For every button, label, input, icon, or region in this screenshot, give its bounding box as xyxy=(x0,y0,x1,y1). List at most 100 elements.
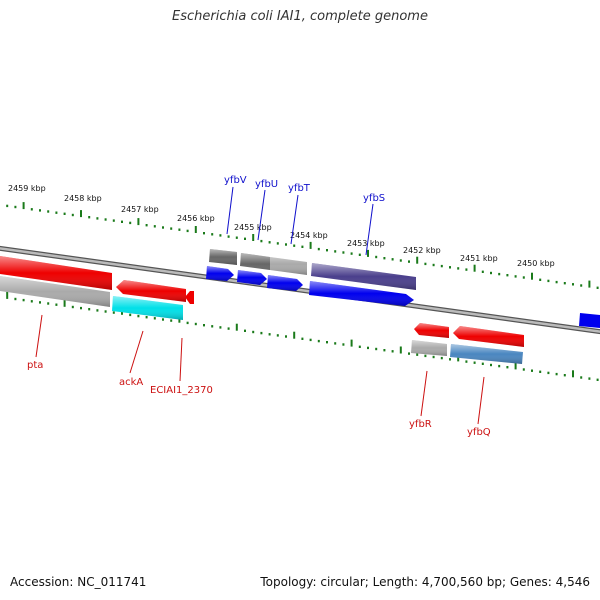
scale-tick xyxy=(367,346,369,350)
scale-tick xyxy=(153,317,156,320)
gene-labels: yfbV yfbU yfbT yfbS pta ackA ECIAI1_2370… xyxy=(27,175,491,438)
scale-tick xyxy=(399,346,402,354)
scale-tick xyxy=(588,377,591,380)
scale-tick xyxy=(203,232,205,235)
scale-tick xyxy=(96,309,99,312)
gene-feature-forward[interactable] xyxy=(579,313,600,328)
scale-tick xyxy=(22,202,25,210)
scale-tick xyxy=(498,364,501,368)
scale-tick xyxy=(6,291,9,299)
scale-tick xyxy=(531,272,533,280)
scale-tick xyxy=(547,279,550,283)
gene-leader-lines xyxy=(35,186,485,425)
scale-tick xyxy=(252,234,255,241)
scale-tick xyxy=(539,370,542,373)
gene-ECIAI1_2370[interactable] xyxy=(185,291,194,304)
scale-tick xyxy=(572,370,574,378)
scale-tick xyxy=(424,354,427,358)
scale-tick xyxy=(268,333,271,336)
label-yfbT[interactable]: yfbT xyxy=(288,183,311,194)
label-yfbU[interactable]: yfbU xyxy=(255,179,278,190)
label-yfbS[interactable]: yfbS xyxy=(363,193,385,204)
scale-tick xyxy=(506,274,509,277)
scale-tick xyxy=(194,226,197,233)
scale-tick xyxy=(293,331,296,339)
scale-tick xyxy=(375,255,378,259)
scale-tick xyxy=(194,322,197,326)
scale-tick xyxy=(96,217,99,220)
scale-tick xyxy=(227,327,230,330)
scale-tick xyxy=(153,225,156,228)
scale-tick xyxy=(219,234,222,237)
label-pta[interactable]: pta xyxy=(27,360,43,371)
scale-tick xyxy=(358,345,361,348)
genome-backbone xyxy=(0,245,600,335)
forward-features[interactable] xyxy=(206,266,600,328)
scale-tick xyxy=(416,353,419,356)
scale-tick xyxy=(309,241,312,249)
scale-tick xyxy=(63,299,66,307)
scale-tick xyxy=(342,343,345,346)
scale-tick xyxy=(383,257,386,260)
scale-tick xyxy=(6,204,9,208)
scale-tick xyxy=(334,342,337,345)
scale-ticks-outer xyxy=(6,202,599,289)
scale-tick xyxy=(326,249,328,252)
scale-tick xyxy=(30,208,33,211)
scale-tick xyxy=(596,378,599,381)
scale-label: 2458 kbp xyxy=(64,194,102,203)
scale-tick xyxy=(358,253,361,256)
scale-label: 2452 kbp xyxy=(403,246,441,255)
scale-tick xyxy=(514,362,517,370)
label-ECIAI1_2370[interactable]: ECIAI1_2370 xyxy=(150,385,213,396)
scale-tick xyxy=(260,331,263,335)
scale-tick xyxy=(514,275,517,278)
label-yfbQ[interactable]: yfbQ xyxy=(467,427,491,438)
scale-tick xyxy=(317,247,320,251)
scale-tick xyxy=(121,220,123,223)
scale-tick xyxy=(80,210,82,218)
scale-tick xyxy=(317,339,320,343)
scale-tick xyxy=(137,218,140,226)
label-yfbV[interactable]: yfbV xyxy=(224,175,247,186)
scale-tick xyxy=(588,280,591,288)
scale-tick xyxy=(465,360,468,363)
scale-tick xyxy=(104,218,107,221)
scale-tick xyxy=(481,362,484,365)
scale-tick xyxy=(457,354,460,362)
label-yfbR[interactable]: yfbR xyxy=(409,419,432,430)
scale-tick xyxy=(539,278,542,281)
scale-tick xyxy=(490,271,492,275)
scale-tick xyxy=(276,242,279,245)
scale-tick xyxy=(391,258,394,261)
scale-tick xyxy=(260,239,263,243)
scale-tick xyxy=(408,260,410,263)
scale-labels: 2459 kbp 2458 kbp 2457 kbp 2456 kbp 2455 kbp… xyxy=(8,184,555,268)
scale-tick xyxy=(219,326,222,329)
scale-tick xyxy=(416,256,419,264)
map-title: Escherichia coli IAI1, complete genome xyxy=(172,9,428,24)
scale-tick xyxy=(227,235,230,238)
scale-tick xyxy=(186,321,189,325)
reverse-features[interactable] xyxy=(0,256,524,364)
label-ackA[interactable]: ackA xyxy=(119,377,143,388)
scale-label: 2451 kbp xyxy=(460,254,498,263)
scale-tick xyxy=(522,368,525,371)
scale-tick xyxy=(473,264,476,272)
scale-tick xyxy=(580,284,583,287)
forward-genes[interactable] xyxy=(209,249,416,290)
scale-tick xyxy=(367,249,369,257)
scale-label: 2453 kbp xyxy=(347,239,385,248)
scale-tick xyxy=(71,305,74,309)
scale-tick xyxy=(129,221,132,225)
scale-label: 2454 kbp xyxy=(290,231,328,240)
scale-tick xyxy=(498,272,501,276)
scale-tick xyxy=(449,358,451,361)
scale-tick xyxy=(170,319,173,322)
scale-tick xyxy=(563,282,566,285)
scale-tick xyxy=(235,236,238,239)
scale-tick xyxy=(47,302,50,305)
scale-tick xyxy=(555,372,558,376)
scale-tick xyxy=(481,270,484,273)
